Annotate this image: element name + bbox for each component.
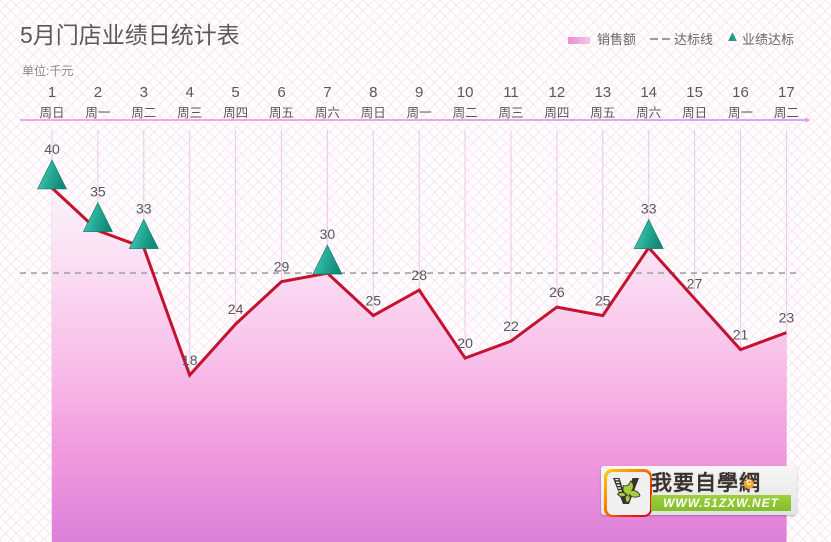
svg-text:22: 22 xyxy=(503,318,519,334)
svg-text:27: 27 xyxy=(687,276,703,292)
svg-text:28: 28 xyxy=(411,267,427,283)
svg-text:33: 33 xyxy=(641,201,657,217)
svg-text:21: 21 xyxy=(733,327,749,343)
svg-text:40: 40 xyxy=(44,141,60,157)
svg-text:33: 33 xyxy=(136,201,152,217)
svg-text:26: 26 xyxy=(549,284,565,300)
svg-text:18: 18 xyxy=(182,352,198,368)
svg-text:20: 20 xyxy=(457,335,473,351)
svg-text:25: 25 xyxy=(366,293,382,309)
svg-text:25: 25 xyxy=(595,293,611,309)
svg-text:35: 35 xyxy=(90,184,106,200)
svg-text:23: 23 xyxy=(779,310,795,326)
svg-text:30: 30 xyxy=(320,226,336,242)
svg-text:29: 29 xyxy=(274,259,290,275)
svg-text:24: 24 xyxy=(228,301,244,317)
